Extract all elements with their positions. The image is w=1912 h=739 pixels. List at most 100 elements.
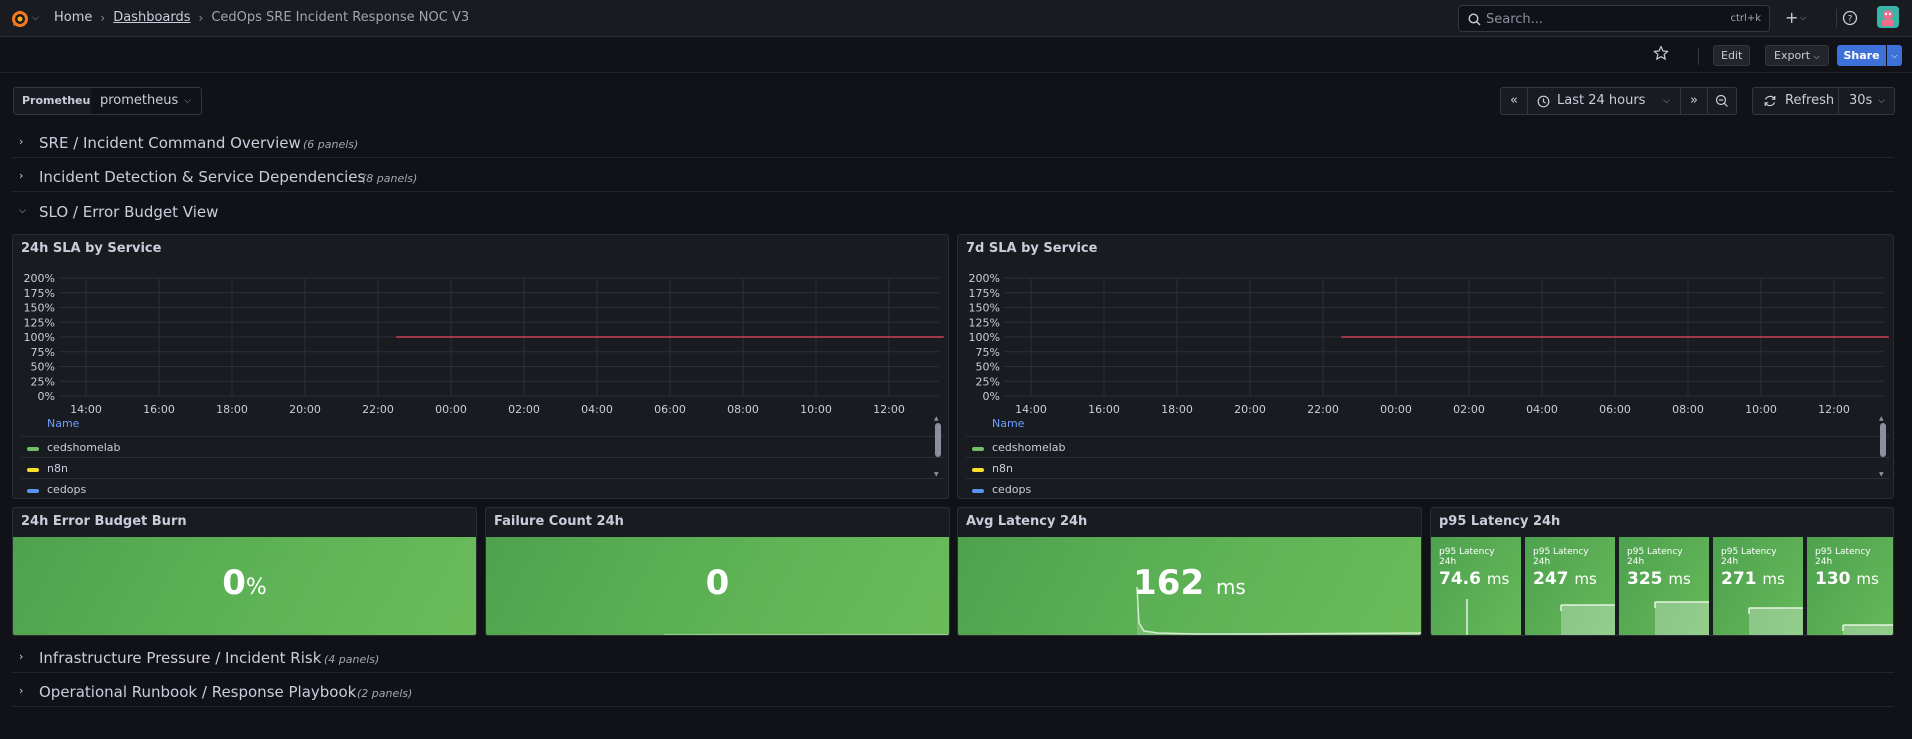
- p95-stat-tile[interactable]: p95 Latency 24h 271 ms: [1713, 537, 1803, 635]
- edit-button[interactable]: Edit: [1713, 45, 1751, 66]
- legend-item[interactable]: cedops: [966, 478, 1890, 498]
- scroll-down-icon[interactable]: ▼: [1879, 471, 1884, 478]
- scrollbar-thumb[interactable]: [935, 423, 941, 457]
- help-icon[interactable]: ?: [1841, 9, 1859, 27]
- p95-tile-number: 74.6: [1439, 569, 1481, 589]
- p95-tile-value: 74.6 ms: [1439, 569, 1509, 589]
- p95-stat-tile[interactable]: p95 Latency 24h 247 ms: [1525, 537, 1615, 635]
- time-shift-back-button[interactable]: «: [1500, 87, 1528, 115]
- x-tick-label: 02:00: [1453, 403, 1485, 415]
- time-shift-forward-button[interactable]: »: [1680, 87, 1708, 115]
- search-input[interactable]: Search... ctrl+k: [1458, 5, 1770, 32]
- y-tick-label: 75%: [976, 346, 1000, 359]
- refresh-button[interactable]: Refresh: [1752, 87, 1839, 115]
- panel-error-budget-burn[interactable]: 24h Error Budget Burn 0%: [12, 507, 477, 636]
- legend-item[interactable]: cedshomelab: [21, 436, 945, 457]
- legend-header[interactable]: Name: [47, 417, 80, 430]
- x-tick-label: 06:00: [1599, 403, 1631, 415]
- x-tick-label: 00:00: [1380, 403, 1412, 415]
- x-tick-label: 06:00: [654, 403, 686, 415]
- row-slo-error-budget[interactable]: ⌵ SLO / Error Budget View: [12, 199, 1894, 227]
- scroll-up-icon[interactable]: ▲: [934, 415, 939, 422]
- row-title: SLO / Error Budget View: [39, 203, 219, 221]
- legend-item[interactable]: cedshomelab: [966, 436, 1890, 457]
- scroll-down-icon[interactable]: ▼: [934, 471, 939, 478]
- x-tick-label: 12:00: [873, 403, 905, 415]
- breadcrumb-home[interactable]: Home: [54, 10, 93, 25]
- row-title: Infrastructure Pressure / Incident Risk: [39, 649, 322, 667]
- time-range-label: Last 24 hours: [1557, 93, 1646, 108]
- grafana-logo-icon[interactable]: [10, 9, 30, 29]
- x-tick-label: 08:00: [727, 403, 759, 415]
- legend-item[interactable]: n8n: [21, 457, 945, 478]
- share-button[interactable]: Share: [1837, 45, 1886, 66]
- chevron-down-icon: ⌵: [184, 96, 191, 106]
- sparkline: [1136, 586, 1421, 635]
- chevron-right-icon: ›: [198, 10, 204, 25]
- star-icon[interactable]: [1653, 45, 1669, 61]
- stat-background: 0%: [13, 537, 476, 635]
- p95-tile-number: 130: [1815, 569, 1851, 589]
- panel-24h-sla[interactable]: 24h SLA by Service 200% 175% 150% 125% 100% 7…: [12, 234, 949, 499]
- sparkline: [1748, 607, 1803, 635]
- refresh-interval-select[interactable]: 30s ⌵: [1838, 87, 1895, 115]
- legend-scrollbar[interactable]: ▲ ▼: [1879, 415, 1887, 479]
- row-sre-incident-command[interactable]: › SRE / Incident Command Overview (6 pan…: [12, 130, 1894, 158]
- chevron-down-icon[interactable]: ⌵: [1800, 13, 1807, 22]
- p95-tile-number: 325: [1627, 569, 1663, 589]
- panel-7d-sla[interactable]: 7d SLA by Service 200% 175% 150% 125% 100% 75…: [957, 234, 1894, 499]
- scroll-up-icon[interactable]: ▲: [1879, 415, 1884, 422]
- x-tick-label: 18:00: [216, 403, 248, 415]
- time-range-picker[interactable]: Last 24 hours ⌵: [1527, 87, 1681, 115]
- series-swatch: [27, 468, 39, 472]
- legend-header[interactable]: Name: [992, 417, 1025, 430]
- breadcrumb-dashboards[interactable]: Dashboards: [113, 10, 191, 25]
- divider: [1698, 48, 1699, 65]
- datasource-select[interactable]: prometheus ⌵: [91, 87, 202, 115]
- dashboard-toolbar: Edit Export ⌵ Share ⌵: [0, 37, 1912, 73]
- legend-item-label: cedops: [47, 483, 87, 496]
- export-button[interactable]: Export ⌵: [1765, 45, 1829, 66]
- avatar[interactable]: [1877, 6, 1899, 28]
- row-incident-detection[interactable]: › Incident Detection & Service Dependenc…: [12, 164, 1894, 192]
- refresh-icon: [1764, 95, 1776, 107]
- row-title: Incident Detection & Service Dependencie…: [39, 168, 366, 186]
- x-tick-label: 04:00: [581, 403, 613, 415]
- panel-avg-latency[interactable]: Avg Latency 24h 162 ms: [957, 507, 1422, 636]
- series-swatch: [972, 447, 984, 451]
- search-placeholder: Search...: [1486, 12, 1544, 27]
- stat-unit: %: [245, 575, 267, 600]
- p95-tile-unit: ms: [1762, 570, 1785, 588]
- y-tick-label: 0%: [38, 390, 55, 403]
- row-operational-runbook[interactable]: › Operational Runbook / Response Playboo…: [12, 679, 1894, 707]
- p95-stat-tile[interactable]: p95 Latency 24h 74.6 ms: [1431, 537, 1521, 635]
- chevron-down-icon[interactable]: ⌵: [32, 13, 39, 23]
- row-infrastructure-pressure[interactable]: › Infrastructure Pressure / Incident Ris…: [12, 645, 1894, 673]
- stat-background: 0: [486, 537, 949, 635]
- x-tick-label: 10:00: [1745, 403, 1777, 415]
- sparkline: [1654, 601, 1709, 635]
- scrollbar-thumb[interactable]: [1880, 423, 1886, 457]
- row-panel-count: (8 panels): [362, 172, 418, 185]
- datasource-variable-label: Prometheus: [13, 87, 106, 115]
- p95-stat-tile[interactable]: p95 Latency 24h 325 ms: [1619, 537, 1709, 635]
- page-title: CedOps SRE Incident Response NOC V3: [211, 10, 470, 25]
- p95-tile-title: p95 Latency 24h: [1627, 547, 1683, 567]
- panel-p95-latency[interactable]: p95 Latency 24h p95 Latency 24h 74.6 ms p9…: [1430, 507, 1894, 636]
- legend-item[interactable]: cedops: [21, 478, 945, 498]
- search-icon: [1468, 13, 1481, 26]
- chevron-down-icon: ⌵: [1663, 96, 1670, 106]
- panel-failure-count[interactable]: Failure Count 24h 0: [485, 507, 950, 636]
- legend-scrollbar[interactable]: ▲ ▼: [934, 415, 942, 479]
- legend-item[interactable]: n8n: [966, 457, 1890, 478]
- p95-stat-tile[interactable]: p95 Latency 24h 130 ms: [1807, 537, 1893, 635]
- plus-icon[interactable]: +: [1785, 8, 1799, 27]
- zoom-out-button[interactable]: [1707, 87, 1737, 115]
- y-tick-label: 125%: [24, 316, 55, 329]
- stat-value: 0%: [13, 563, 476, 603]
- share-options-button[interactable]: ⌵: [1887, 45, 1902, 66]
- svg-text:?: ?: [1848, 15, 1853, 25]
- sparkline: [664, 634, 949, 635]
- p95-tile-unit: ms: [1856, 570, 1879, 588]
- x-tick-label: 10:00: [800, 403, 832, 415]
